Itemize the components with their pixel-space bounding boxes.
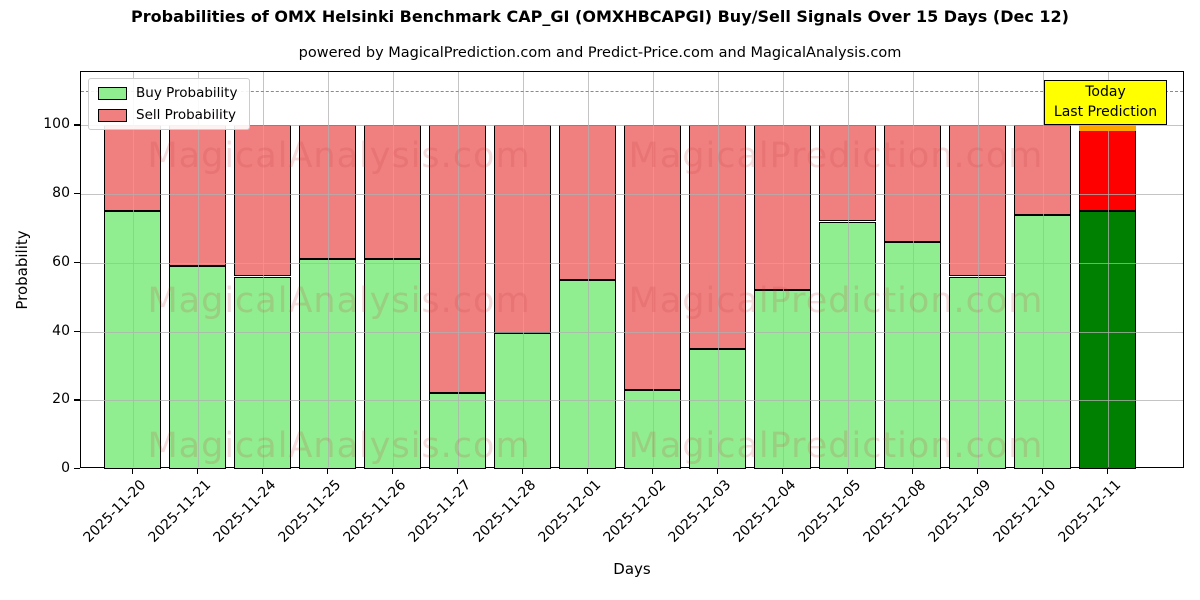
grid-line-v [392, 72, 394, 467]
grid-line-v [652, 72, 654, 467]
watermark-text: MagicalPrediction.com [628, 281, 1044, 321]
y-tick-label: 100 [43, 116, 70, 133]
x-tick-mark [261, 468, 263, 474]
watermark-text: MagicalAnalysis.com [147, 136, 531, 176]
x-tick-mark [781, 468, 783, 474]
grid-line-h [81, 194, 1183, 195]
x-tick-label: 2025-11-26 [339, 477, 409, 546]
y-tick-label: 80 [52, 185, 70, 201]
x-tick-label: 2025-12-01 [534, 477, 604, 546]
x-tick-mark [131, 468, 133, 474]
x-tick-label: 2025-11-21 [144, 477, 214, 546]
x-tick-mark [846, 468, 848, 474]
x-tick-mark [651, 468, 653, 474]
x-tick-mark [196, 468, 198, 474]
grid-line-v [132, 72, 134, 467]
x-tick-mark [521, 468, 523, 474]
today-annotation-line1: Today [1085, 84, 1126, 100]
plot-area: MagicalAnalysis.com MagicalPrediction.com… [80, 71, 1184, 469]
grid-line-h [81, 331, 1183, 333]
x-tick-label: 2025-12-03 [664, 477, 734, 546]
x-tick-mark [456, 468, 458, 474]
legend-label-buy: Buy Probability [136, 85, 238, 101]
x-tick-label: 2025-11-20 [79, 477, 149, 546]
grid-line-h [81, 125, 1183, 127]
x-tick-label: 2025-12-02 [599, 477, 669, 546]
legend-swatch-buy [98, 86, 127, 100]
x-tick-mark [976, 468, 978, 474]
x-tick-label: 2025-12-10 [989, 477, 1059, 546]
x-tick-label: 2025-12-09 [924, 477, 994, 546]
grid-line-v [782, 72, 784, 467]
watermark-text: MagicalAnalysis.com [147, 426, 531, 466]
y-tick-label: 0 [61, 460, 70, 476]
grid-line-v [262, 72, 264, 467]
x-tick-label: 2025-11-24 [209, 477, 279, 546]
x-tick-mark [1106, 468, 1108, 474]
y-tick-label: 40 [52, 322, 70, 339]
x-tick-label: 2025-12-08 [859, 477, 929, 546]
today-annotation: Today Last Prediction [1044, 80, 1167, 125]
watermark-text: MagicalPrediction.com [628, 136, 1044, 176]
chart-title: Probabilities of OMX Helsinki Benchmark … [131, 7, 1069, 26]
chart-subtitle: powered by MagicalPrediction.com and Pre… [298, 45, 902, 61]
grid-line-v [847, 72, 849, 467]
x-tick-label: 2025-12-04 [729, 477, 799, 546]
x-tick-mark [1041, 468, 1043, 474]
legend-item-sell: Sell Probability [98, 107, 237, 123]
legend-swatch-sell [98, 108, 127, 122]
grid-line-h [81, 262, 1183, 264]
y-tick-mark [74, 124, 80, 126]
x-tick-label: 2025-12-11 [1054, 477, 1124, 546]
watermark-text: MagicalPrediction.com [628, 426, 1044, 466]
grid-line-h [81, 400, 1183, 402]
y-axis-label: Probability [13, 230, 31, 310]
x-tick-mark [326, 468, 328, 474]
x-tick-mark [586, 468, 588, 474]
today-highlight [1079, 122, 1136, 131]
x-axis-label: Days [613, 560, 651, 578]
x-tick-label: 2025-11-25 [274, 477, 344, 546]
grid-line-v [1042, 72, 1044, 467]
legend-item-buy: Buy Probability [98, 85, 237, 101]
grid-line-v [977, 72, 979, 467]
grid-line-v [1107, 72, 1109, 467]
grid-line-v [912, 72, 914, 467]
y-tick-mark [74, 468, 80, 470]
x-tick-label: 2025-11-27 [404, 477, 474, 546]
y-tick-label: 60 [52, 253, 70, 270]
grid-line-v [197, 72, 199, 467]
today-annotation-line2: Last Prediction [1053, 104, 1158, 120]
legend-label-sell: Sell Probability [136, 107, 237, 123]
y-tick-mark [74, 330, 80, 332]
y-tick-mark [74, 193, 80, 195]
x-tick-label: 2025-11-28 [469, 477, 539, 546]
x-tick-label: 2025-12-05 [794, 477, 864, 546]
y-tick-mark [74, 261, 80, 264]
legend: Buy Probability Sell Probability [88, 78, 251, 130]
grid-line-v [327, 72, 329, 467]
x-tick-mark [716, 468, 718, 474]
y-tick-label: 20 [52, 391, 70, 408]
threshold-dashed-line [81, 90, 1183, 92]
y-tick-mark [74, 399, 80, 401]
watermark-text: MagicalAnalysis.com [147, 281, 531, 321]
grid-line-v [457, 72, 459, 467]
grid-line-v [587, 72, 589, 467]
x-tick-mark [911, 468, 913, 474]
grid-line-v [522, 72, 524, 467]
grid-line-v [717, 72, 719, 467]
x-tick-mark [391, 468, 393, 474]
